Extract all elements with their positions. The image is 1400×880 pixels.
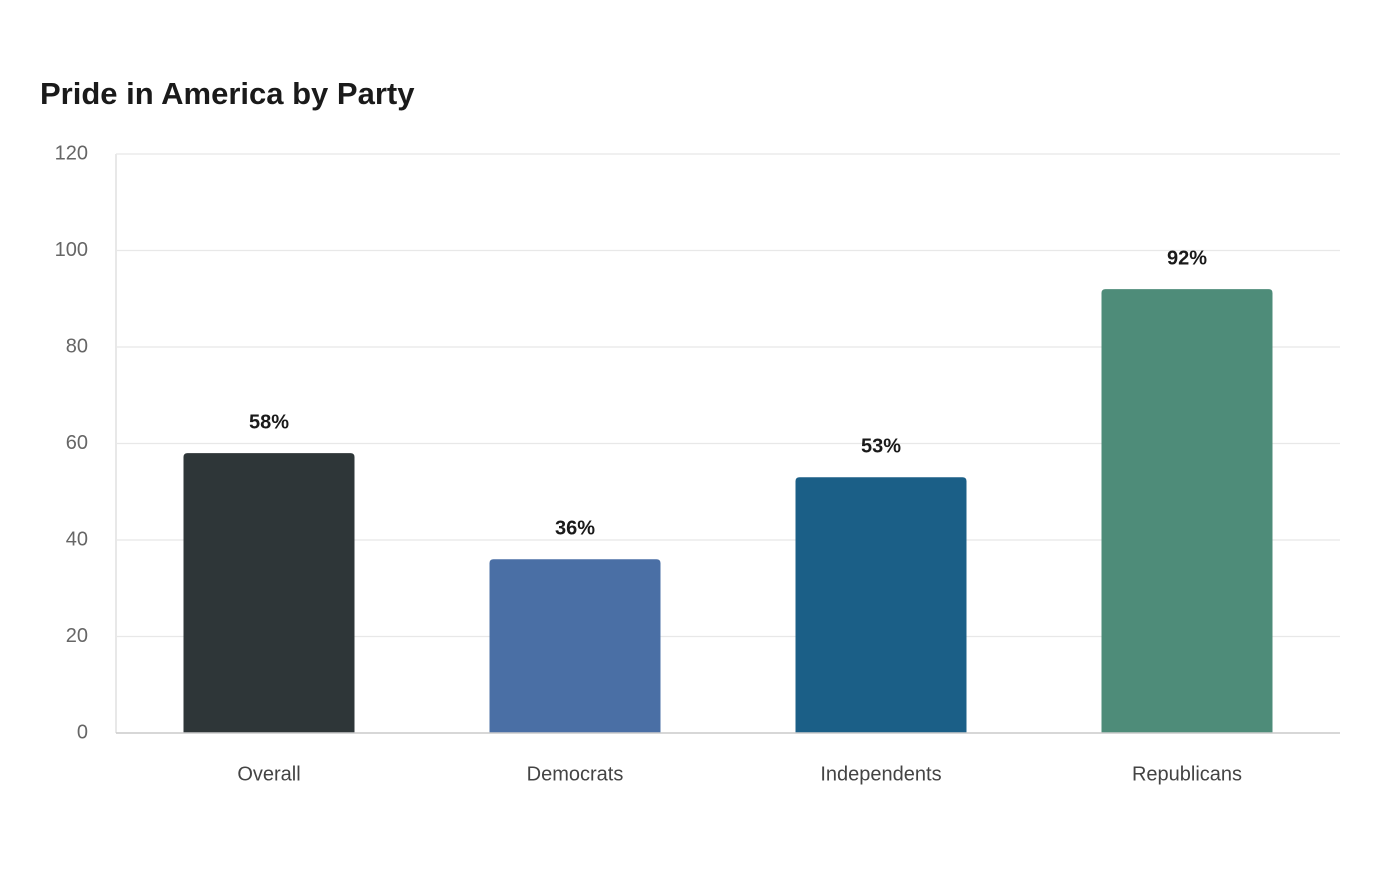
- x-tick-label: Democrats: [527, 763, 624, 785]
- y-tick-label: 120: [55, 142, 88, 164]
- y-tick-label: 0: [77, 721, 88, 743]
- value-label: 92%: [1167, 247, 1207, 269]
- value-label: 36%: [555, 518, 595, 540]
- chart-title: Pride in America by Party: [40, 76, 415, 111]
- bar: [1101, 289, 1273, 733]
- x-tick-label: Republicans: [1132, 763, 1242, 785]
- bar: [795, 477, 967, 733]
- value-label: 58%: [249, 411, 289, 433]
- bar: [489, 559, 661, 733]
- y-tick-label: 100: [55, 239, 88, 261]
- y-tick-label: 60: [66, 432, 88, 454]
- y-tick-label: 20: [66, 625, 88, 647]
- x-tick-label: Overall: [237, 763, 300, 785]
- value-label: 53%: [861, 436, 901, 458]
- y-tick-label: 80: [66, 335, 88, 357]
- x-tick-label: Independents: [820, 763, 941, 785]
- bar: [183, 453, 355, 733]
- y-tick-label: 40: [66, 528, 88, 550]
